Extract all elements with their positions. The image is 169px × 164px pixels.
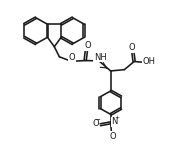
Text: O: O	[68, 53, 75, 62]
Text: O: O	[92, 119, 99, 128]
Text: O: O	[129, 43, 135, 52]
Text: O: O	[110, 132, 116, 141]
Text: NH: NH	[94, 53, 107, 62]
Text: OH: OH	[143, 57, 156, 66]
Text: O: O	[84, 41, 91, 50]
Text: +: +	[115, 115, 120, 120]
Text: N: N	[111, 117, 117, 126]
Text: −: −	[94, 117, 100, 123]
